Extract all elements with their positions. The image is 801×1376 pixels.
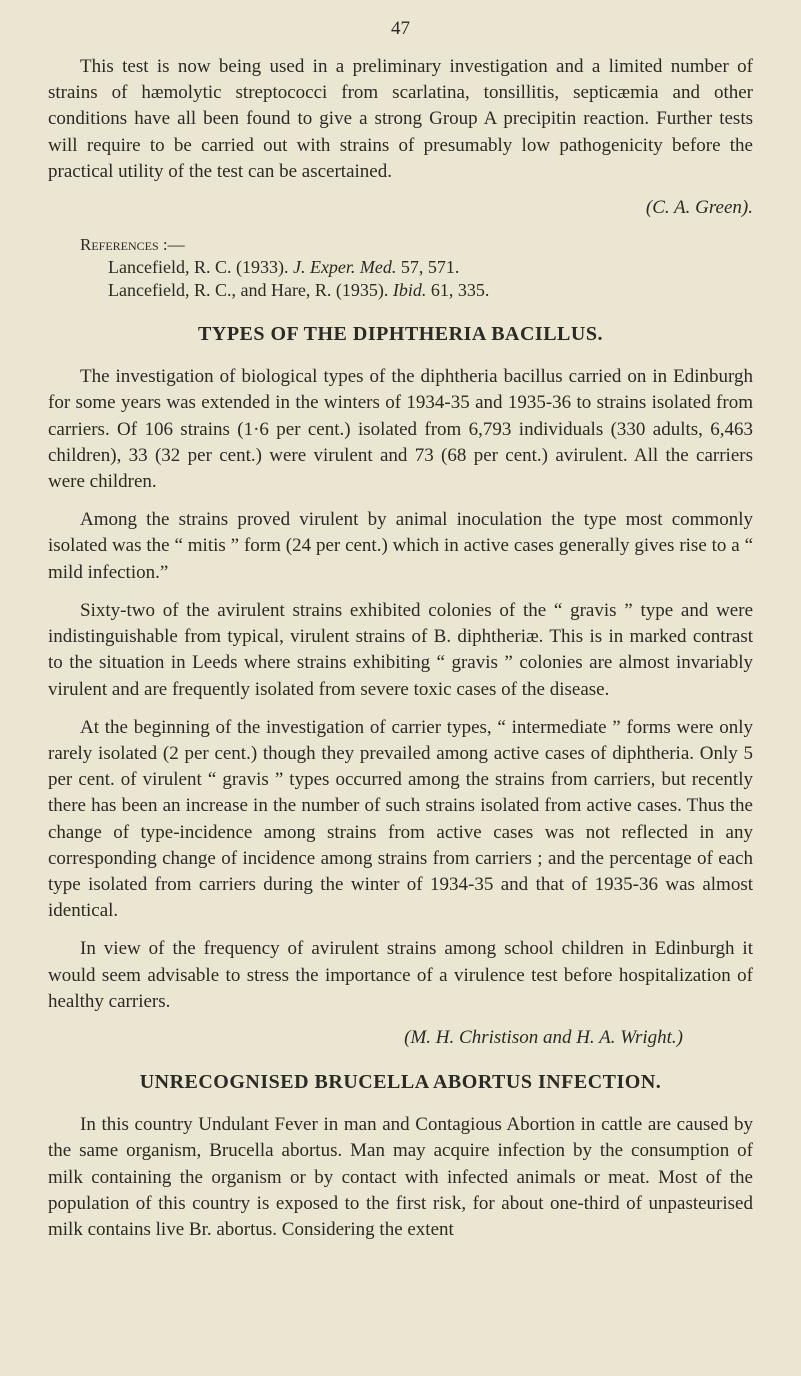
- section-heading: TYPES OF THE DIPHTHERIA BACILLUS.: [48, 323, 753, 346]
- body-paragraph: In view of the frequency of avirulent st…: [48, 936, 753, 1015]
- body-paragraph: Sixty-two of the avirulent strains exhib…: [48, 598, 753, 703]
- reference-item: Lancefield, R. C. (1933). J. Exper. Med.…: [108, 257, 753, 278]
- attribution: (M. H. Christison and H. A. Wright.): [48, 1027, 683, 1049]
- reference-location: 57, 571.: [401, 257, 460, 277]
- reference-author: Lancefield, R. C. (1933).: [108, 257, 288, 277]
- body-paragraph: This test is now being used in a prelimi…: [48, 54, 753, 185]
- reference-item: Lancefield, R. C., and Hare, R. (1935). …: [108, 280, 753, 301]
- reference-journal: J. Exper. Med.: [293, 257, 396, 277]
- reference-location: 61, 335.: [431, 280, 490, 300]
- reference-author: Lancefield, R. C., and Hare, R. (1935).: [108, 280, 388, 300]
- section-heading: UNRECOGNISED BRUCELLA ABORTUS INFECTION.: [48, 1071, 753, 1094]
- body-paragraph: Among the strains proved virulent by ani…: [48, 507, 753, 586]
- body-paragraph: In this country Undulant Fever in man an…: [48, 1112, 753, 1243]
- references-label: References :—: [80, 235, 753, 255]
- body-paragraph: The investigation of biological types of…: [48, 364, 753, 495]
- attribution: (C. A. Green).: [48, 197, 753, 219]
- page-number: 47: [48, 18, 753, 40]
- document-page: 47 This test is now being used in a prel…: [0, 0, 801, 1303]
- reference-journal: Ibid.: [393, 280, 427, 300]
- body-paragraph: At the beginning of the investigation of…: [48, 715, 753, 925]
